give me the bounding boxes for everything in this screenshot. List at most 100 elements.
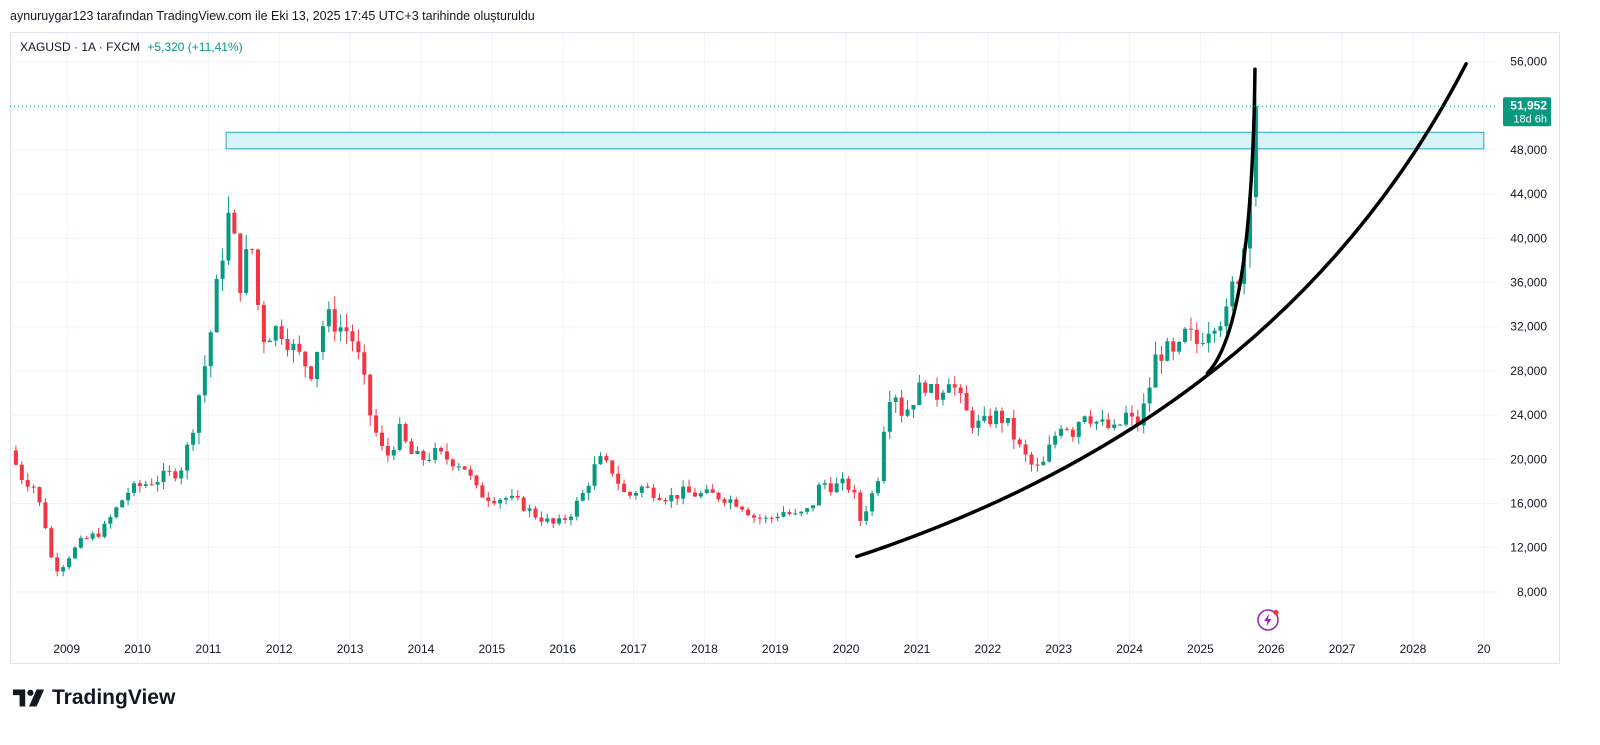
x-tick-label: 2011: [195, 642, 221, 656]
candle-body: [78, 537, 83, 548]
candle-body: [958, 387, 963, 394]
candle-body: [769, 517, 774, 519]
candle-body: [462, 466, 467, 470]
candle-body: [952, 384, 957, 388]
tradingview-logo[interactable]: TradingView: [12, 686, 175, 710]
candle-body: [385, 445, 390, 456]
candle-body: [1165, 341, 1170, 361]
candle-body: [1100, 419, 1105, 422]
symbol-name: XAGUSD: [20, 40, 71, 54]
candle-body: [1053, 435, 1058, 445]
candle-body: [350, 331, 355, 342]
candle-body: [704, 489, 709, 494]
candle-body: [811, 505, 816, 509]
y-tick-label: 56,000: [1510, 55, 1547, 69]
grid-layer: [10, 33, 1498, 663]
candle-body: [533, 508, 538, 518]
chart-caption: aynuruygar123 tarafından TradingView.com…: [10, 9, 535, 23]
candle-body: [1118, 424, 1123, 426]
x-tick-label: 2017: [620, 642, 647, 656]
candle-body: [598, 456, 603, 465]
y-tick-label: 40,000: [1510, 231, 1547, 245]
candle-body: [781, 512, 786, 517]
candle-body: [787, 512, 792, 515]
candle-body: [716, 492, 721, 500]
candle-body: [214, 278, 219, 333]
curves-layer: [854, 62, 1468, 559]
y-tick-label: 8,000: [1517, 585, 1547, 599]
candle-body: [1047, 444, 1052, 462]
candle-body: [887, 401, 892, 432]
candle-body: [409, 441, 414, 454]
candle-body: [503, 498, 509, 500]
candle-body: [1135, 416, 1140, 426]
candle-body: [291, 343, 296, 351]
candle-body: [875, 481, 881, 494]
candle-body: [1153, 354, 1158, 388]
candle-body: [468, 469, 473, 476]
candle-body: [592, 464, 597, 486]
candle-body: [822, 483, 827, 485]
candle-body: [439, 447, 444, 452]
candle-body: [1218, 326, 1223, 331]
candle-body: [1212, 330, 1217, 334]
candle-body: [320, 326, 325, 352]
candles-layer: [13, 98, 1258, 577]
resistance-zone: [225, 131, 1485, 150]
candle-body: [137, 483, 142, 487]
candle-body: [1017, 439, 1022, 445]
candle-body: [480, 485, 485, 498]
candle-body: [126, 492, 131, 501]
candle-body: [580, 492, 585, 501]
candle-body: [456, 466, 461, 468]
candle-body: [1206, 333, 1211, 343]
candle-body: [1035, 464, 1040, 466]
candle-body: [250, 249, 255, 251]
candle-body: [1188, 328, 1193, 330]
candle-body: [90, 533, 95, 539]
candle-body: [191, 432, 196, 445]
candle-body: [627, 492, 633, 496]
candle-body: [338, 327, 343, 332]
candle-body: [1177, 341, 1182, 352]
candle-body: [828, 483, 833, 493]
y-tick-label: 16,000: [1510, 496, 1547, 510]
lightning-icon[interactable]: [1256, 608, 1280, 637]
candle-body: [923, 382, 928, 393]
symbol-legend[interactable]: XAGUSD · 1A · FXCM +5,320 (+11,41%): [20, 40, 243, 54]
candle-body: [1082, 416, 1087, 423]
candle-body: [793, 513, 798, 515]
candle-body: [149, 484, 154, 486]
candle-body: [982, 415, 987, 421]
candle-body: [96, 533, 101, 537]
candle-body: [303, 351, 308, 367]
candle-body: [852, 489, 857, 493]
candle-body: [698, 493, 703, 497]
candle-body: [1129, 412, 1134, 417]
candle-body: [757, 517, 762, 519]
x-tick-label: 2025: [1187, 642, 1214, 656]
candle-body: [970, 410, 975, 428]
candle-body: [864, 511, 869, 521]
candle-body: [102, 523, 107, 537]
candle-body: [805, 508, 810, 512]
candle-body: [663, 500, 668, 502]
candle-body: [751, 515, 757, 518]
candle-body: [167, 470, 172, 472]
candle-body: [72, 547, 77, 559]
candle-body: [722, 499, 727, 503]
candle-body: [1224, 306, 1229, 327]
x-tick-label: 2022: [974, 642, 1001, 656]
x-tick-label: 2014: [408, 642, 435, 656]
candle-body: [557, 518, 562, 524]
candle-body: [521, 497, 526, 511]
candle-body: [858, 492, 863, 521]
candle-body: [244, 249, 249, 294]
candle-body: [297, 343, 302, 352]
candle-body: [267, 340, 272, 343]
candle-body: [574, 500, 579, 517]
price-change: +5,320 (+11,41%): [147, 40, 243, 54]
candle-body: [657, 497, 662, 501]
